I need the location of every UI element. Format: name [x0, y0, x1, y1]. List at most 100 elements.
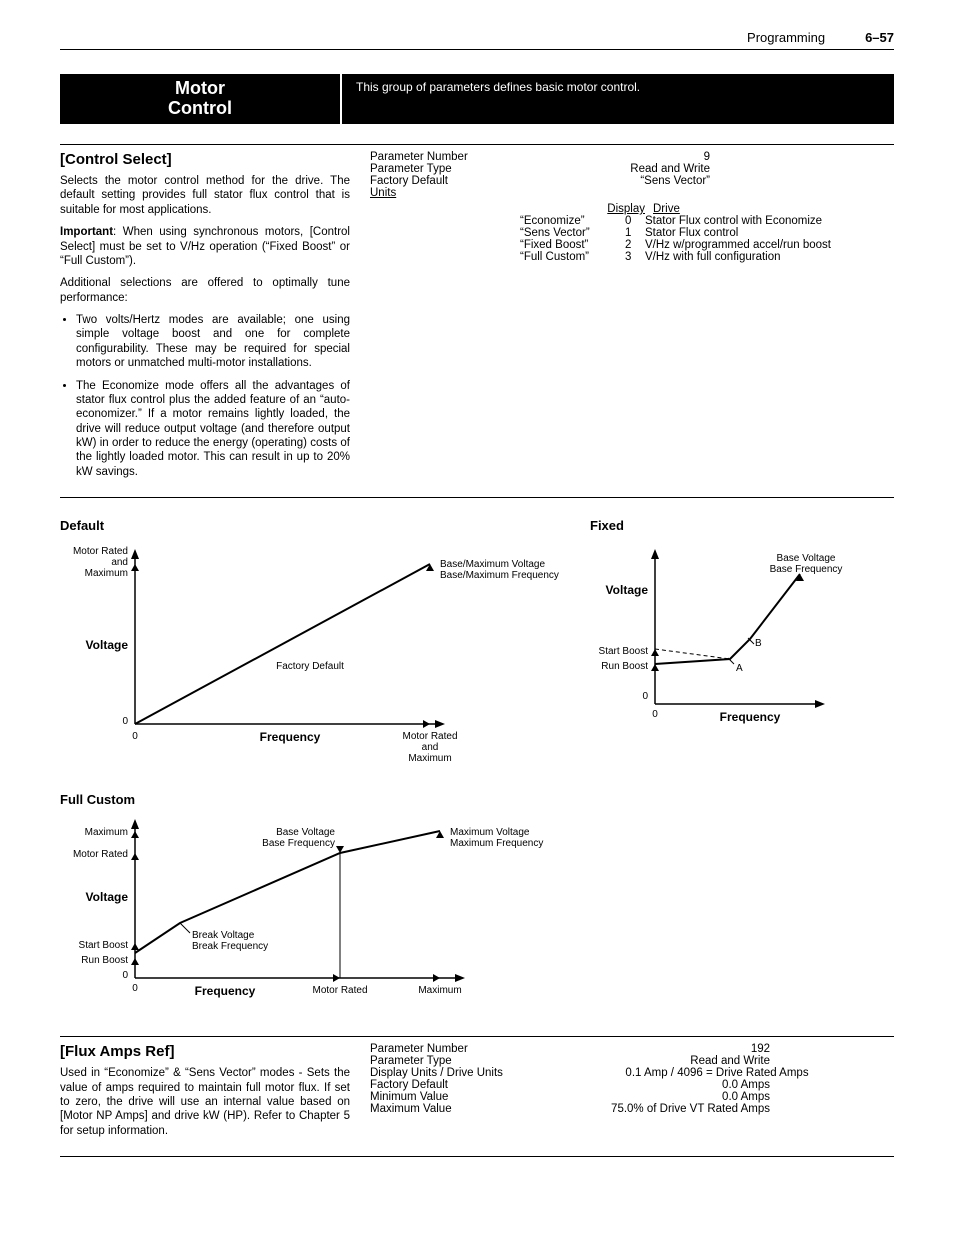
svg-text:Base Frequency: Base Frequency — [770, 564, 843, 575]
ur1a: “Sens Vector” — [520, 227, 625, 239]
uh-drive: Drive — [653, 203, 680, 215]
cs-para3: Additional selections are offered to opt… — [60, 276, 350, 305]
svg-text:Motor Rated: Motor Rated — [312, 985, 367, 996]
svg-text:Maximum Voltage: Maximum Voltage — [450, 827, 530, 838]
chart-default-title: Default — [60, 518, 570, 533]
chart-default-svg: Motor Rated and Maximum Voltage 0 0 Freq… — [60, 539, 570, 769]
svg-text:Maximum: Maximum — [408, 753, 451, 764]
f-r6a: Maximum Value — [370, 1103, 540, 1115]
group-desc: This group of parameters defines basic m… — [340, 74, 894, 124]
svg-text:Base/Maximum Frequency: Base/Maximum Frequency — [440, 570, 559, 581]
svg-text:Voltage: Voltage — [86, 638, 129, 652]
chart-fixed-svg: Voltage Start Boost Run Boost 0 0 Freque… — [590, 539, 870, 739]
svg-text:0: 0 — [642, 691, 648, 702]
f-r2a: Parameter Type — [370, 1055, 540, 1067]
units-row-0: “Economize” 0 Stator Flux control with E… — [520, 215, 894, 227]
ur3b: 3 — [625, 251, 645, 263]
svg-text:Break Voltage: Break Voltage — [192, 930, 255, 941]
svg-text:Frequency: Frequency — [195, 984, 256, 998]
flux-section: [Flux Amps Ref] Used in “Economize” & “S… — [60, 1036, 894, 1157]
ur1c: Stator Flux control — [645, 227, 894, 239]
control-select-section: [Control Select] Selects the motor contr… — [60, 144, 894, 498]
svg-text:0: 0 — [122, 716, 128, 727]
svg-text:0: 0 — [132, 731, 138, 742]
cs-units-label: Units — [370, 187, 540, 199]
svg-text:Base Voltage: Base Voltage — [276, 827, 335, 838]
ur2b: 2 — [625, 239, 645, 251]
cs-important-label: Important — [60, 226, 113, 238]
f-r4a: Factory Default — [370, 1079, 540, 1091]
svg-text:and: and — [422, 742, 439, 753]
group-title-bar: Motor Control This group of parameters d… — [60, 74, 894, 124]
units-row-1: “Sens Vector” 1 Stator Flux control — [520, 227, 894, 239]
group-title: Motor Control — [60, 74, 340, 124]
units-row-3: “Full Custom” 3 V/Hz with full configura… — [520, 251, 894, 263]
ur3a: “Full Custom” — [520, 251, 625, 263]
f-r6b: 75.0% of Drive VT Rated Amps — [540, 1103, 770, 1115]
ur0a: “Economize” — [520, 215, 625, 227]
f-r2b: Read and Write — [540, 1055, 770, 1067]
chart-default: Default Motor Rated and Maximum Voltage … — [60, 518, 570, 772]
svg-text:A: A — [736, 663, 743, 674]
chart-fc-svg: Maximum Motor Rated Voltage Start Boost … — [60, 813, 560, 1013]
cs-units-table: Display Drive “Economize” 0 Stator Flux … — [520, 203, 894, 263]
f-r1a: Parameter Number — [370, 1043, 540, 1055]
cs-pn-label: Parameter Number — [370, 151, 540, 163]
svg-text:0: 0 — [122, 970, 128, 981]
chart-fixed-title: Fixed — [590, 518, 870, 533]
ur2c: V/Hz w/programmed accel/run boost — [645, 239, 894, 251]
svg-text:0: 0 — [652, 709, 658, 720]
cs-params: Parameter Number 9 Parameter Type Read a… — [370, 151, 894, 487]
chart-full-custom: Full Custom Maximum Motor Rated Voltage … — [60, 792, 894, 1016]
units-row-2: “Fixed Boost” 2 V/Hz w/programmed accel/… — [520, 239, 894, 251]
f-r5a: Minimum Value — [370, 1091, 540, 1103]
svg-text:Break Frequency: Break Frequency — [192, 941, 268, 952]
cs-fd-val: “Sens Vector” — [540, 175, 710, 187]
svg-text:Factory Default: Factory Default — [276, 661, 344, 672]
header-section: Programming — [747, 30, 825, 45]
f-r5b: 0.0 Amps — [540, 1091, 770, 1103]
svg-text:Voltage: Voltage — [86, 890, 129, 904]
svg-text:Base Voltage: Base Voltage — [777, 553, 836, 564]
ur0b: 0 — [625, 215, 645, 227]
ur0c: Stator Flux control with Economize — [645, 215, 894, 227]
svg-text:Maximum: Maximum — [85, 568, 128, 579]
uh-display: Display — [520, 203, 645, 215]
flux-para: Used in “Economize” & “Sens Vector” mode… — [60, 1066, 350, 1138]
f-r1b: 192 — [540, 1043, 770, 1055]
cs-pt-val: Read and Write — [540, 163, 710, 175]
svg-text:0: 0 — [132, 983, 138, 994]
flux-params: Parameter Number192 Parameter TypeRead a… — [370, 1043, 894, 1146]
f-r4b: 0.0 Amps — [540, 1079, 770, 1091]
cs-fd-label: Factory Default — [370, 175, 540, 187]
svg-text:Run Boost: Run Boost — [81, 955, 128, 966]
chart-fixed: Fixed Voltage Start Boost Run Boost 0 0 … — [590, 518, 870, 742]
page-header: Programming 6–57 — [60, 30, 894, 50]
ur1b: 1 — [625, 227, 645, 239]
group-title-line1: Motor — [175, 79, 225, 99]
cs-bullet-1: Two volts/Hertz modes are available; one… — [76, 313, 350, 371]
f-r3a: Display Units / Drive Units — [370, 1067, 540, 1079]
cs-bullet-2: The Economize mode offers all the advant… — [76, 379, 350, 480]
svg-text:Frequency: Frequency — [260, 730, 321, 744]
cs-para2: Important: When using synchronous motors… — [60, 225, 350, 268]
svg-text:Base Frequency: Base Frequency — [262, 838, 335, 849]
svg-text:Maximum: Maximum — [418, 985, 461, 996]
svg-text:Base/Maximum Voltage: Base/Maximum Voltage — [440, 559, 545, 570]
flux-title: [Flux Amps Ref] — [60, 1043, 350, 1060]
cs-pn-val: 9 — [540, 151, 710, 163]
cs-pt-label: Parameter Type — [370, 163, 540, 175]
ur2a: “Fixed Boost” — [520, 239, 625, 251]
chart-fc-title: Full Custom — [60, 792, 894, 807]
svg-text:Maximum Frequency: Maximum Frequency — [450, 838, 543, 849]
svg-text:Voltage: Voltage — [606, 583, 649, 597]
svg-text:Motor Rated: Motor Rated — [73, 546, 128, 557]
svg-text:Maximum: Maximum — [85, 827, 128, 838]
cs-bullets: Two volts/Hertz modes are available; one… — [60, 313, 350, 479]
svg-text:B: B — [755, 638, 762, 649]
svg-text:Frequency: Frequency — [720, 710, 781, 724]
control-select-title: [Control Select] — [60, 151, 350, 168]
group-title-line2: Control — [168, 99, 232, 119]
header-page: 6–57 — [865, 30, 894, 45]
cs-para1: Selects the motor control method for the… — [60, 174, 350, 217]
